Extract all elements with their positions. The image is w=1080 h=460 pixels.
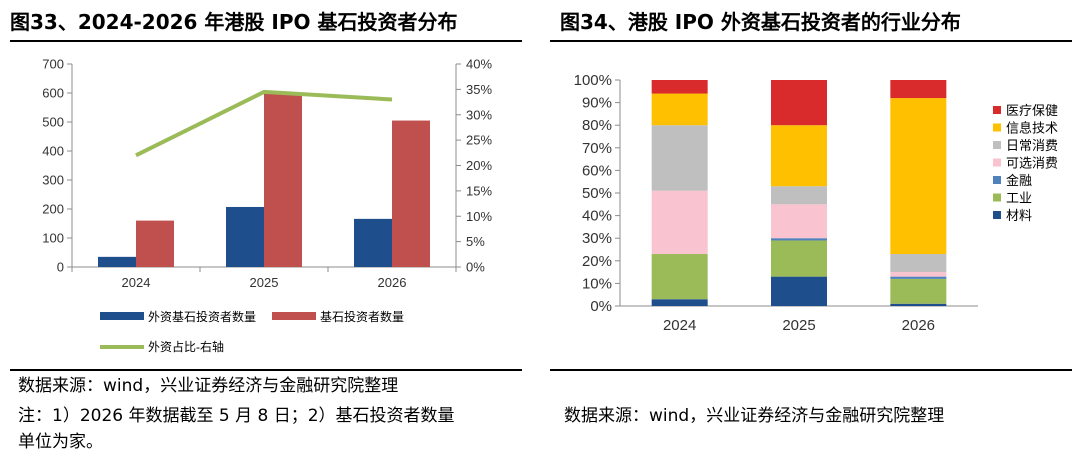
bar-segment-2024 <box>651 254 708 300</box>
bar-total-2025 <box>264 93 302 267</box>
y-tick-label-left: 100 <box>42 231 64 246</box>
bar-segment-2025 <box>771 240 827 277</box>
legend-label: 金融 <box>1006 173 1032 188</box>
y-tick-label-left: 200 <box>42 202 64 217</box>
y-tick-label: 20% <box>582 253 612 270</box>
legend-swatch <box>993 193 1001 202</box>
y-tick-label: 30% <box>582 230 612 247</box>
y-tick-label: 10% <box>582 275 612 292</box>
fig34-source: 数据来源：wind，兴业证券经济与金融研究院整理 <box>564 406 945 426</box>
bar-foreign-2024 <box>98 256 136 267</box>
bar-segment-2026 <box>890 98 947 255</box>
bar-segment-2024 <box>651 93 708 126</box>
x-tick-label: 2024 <box>663 317 696 334</box>
y-tick-label-right: 5% <box>466 234 485 249</box>
y-tick-label: 50% <box>582 185 612 202</box>
legend-swatch <box>993 123 1001 132</box>
y-tick-label-right: 0% <box>466 260 485 275</box>
legend-swatch <box>993 176 1001 184</box>
fig33-title: 图33、2024-2026 年港股 IPO 基石投资者分布 <box>10 10 458 34</box>
y-tick-label-right: 10% <box>466 209 492 224</box>
y-tick-label-left: 300 <box>42 173 64 188</box>
bar-segment-2025 <box>771 276 827 306</box>
y-tick-label-left: 700 <box>42 57 64 72</box>
x-tick-label: 2025 <box>782 317 815 334</box>
legend-label: 材料 <box>1006 208 1032 223</box>
fig33-note-line1: 注：1）2026 年数据截至 5 月 8 日；2）基石投资者数量 <box>18 406 455 426</box>
y-tick-label: 100% <box>574 72 612 89</box>
y-tick-label: 80% <box>582 117 612 134</box>
bar-segment-2025 <box>771 80 827 126</box>
bar-foreign-2025 <box>226 206 264 267</box>
legend-swatch <box>993 106 1001 114</box>
bar-segment-2026 <box>890 80 947 99</box>
y-tick-label-right: 20% <box>466 158 492 173</box>
y-tick-label: 90% <box>582 95 612 112</box>
y-tick-label-right: 35% <box>466 82 492 97</box>
bar-segment-2024 <box>651 190 708 255</box>
bar-segment-2026 <box>890 303 947 306</box>
legend-swatch <box>993 158 1001 167</box>
fig33-title-rule <box>10 40 522 42</box>
fig34-chart: 0% 10% 20% 30% 40% 50% 60% 70% 80% 90% 100% 2024 202… <box>574 72 1058 334</box>
fig33-bottom-rule <box>10 369 522 371</box>
fig34-title-rule <box>550 40 1072 42</box>
legend-label: 工业 <box>1006 191 1032 206</box>
fig33-note-line2: 单位为家。 <box>18 432 103 452</box>
bar-segment-2026 <box>890 272 947 277</box>
bar-total-2024 <box>136 220 174 267</box>
bar-total-2026 <box>392 120 430 267</box>
bar-segment-2024 <box>651 80 708 94</box>
legend-label: 信息技术 <box>1006 121 1058 136</box>
bar-foreign-2026 <box>354 218 392 267</box>
legend-swatch-total <box>272 312 316 320</box>
legend-swatch-foreign <box>100 312 144 320</box>
line-foreign-share <box>135 89 393 158</box>
y-tick-label-left: 500 <box>42 115 64 130</box>
legend-label-foreign: 外资基石投资者数量 <box>148 309 256 324</box>
bar-segment-2025 <box>771 204 827 239</box>
y-tick-label-left: 600 <box>42 86 64 101</box>
y-tick-label: 60% <box>582 162 612 179</box>
y-tick-label-right: 30% <box>466 107 492 122</box>
bar-segment-2025 <box>771 125 827 187</box>
legend-swatch <box>993 141 1001 149</box>
legend-label-share: 外资占比-右轴 <box>148 339 224 354</box>
y-tick-label-left: 400 <box>42 144 64 159</box>
bar-segment-2024 <box>651 125 708 191</box>
fig33-source: 数据来源：wind，兴业证券经济与金融研究院整理 <box>18 376 399 396</box>
fig34-bottom-rule <box>550 369 1072 371</box>
bar-segment-2025 <box>771 238 827 241</box>
legend-swatch <box>993 211 1001 219</box>
legend-label: 日常消费 <box>1006 138 1058 153</box>
x-tick-label: 2026 <box>378 275 407 290</box>
y-tick-label: 0% <box>590 298 612 315</box>
bar-segment-2025 <box>771 186 827 205</box>
legend-label-total: 基石投资者数量 <box>320 309 404 324</box>
x-tick-label: 2024 <box>122 275 151 290</box>
fig34-title: 图34、港股 IPO 外资基石投资者的行业分布 <box>560 10 961 34</box>
y-tick-label: 40% <box>582 208 612 225</box>
y-tick-label-right: 40% <box>466 57 492 72</box>
bar-segment-2024 <box>651 299 708 306</box>
legend-label: 医疗保健 <box>1006 103 1058 118</box>
fig33-chart: 0 100 200 300 400 500 600 700 0% 5% 10% 15% 20% 25% 30… <box>42 57 492 355</box>
legend-label: 可选消费 <box>1006 156 1058 171</box>
x-tick-label: 2026 <box>902 317 935 334</box>
bar-segment-2026 <box>890 254 947 273</box>
y-tick-label: 70% <box>582 140 612 157</box>
bar-segment-2026 <box>890 276 947 279</box>
y-tick-label-right: 25% <box>466 133 492 148</box>
bar-segment-2026 <box>890 278 947 304</box>
y-tick-label-right: 15% <box>466 183 492 198</box>
x-tick-label: 2025 <box>250 275 279 290</box>
y-tick-label-left: 0 <box>57 260 64 275</box>
